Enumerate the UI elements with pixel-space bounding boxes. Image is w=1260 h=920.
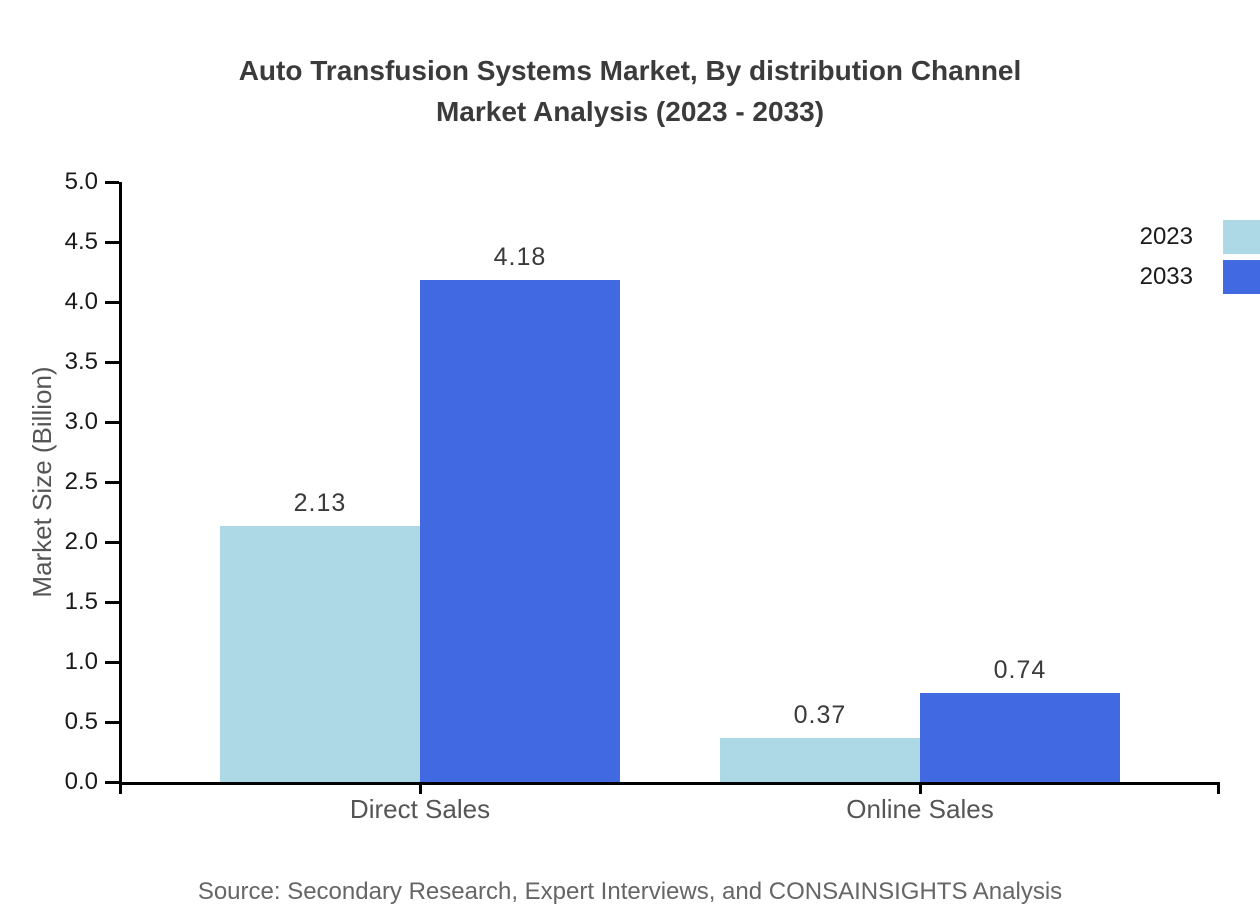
bar-2023-online-sales — [720, 738, 920, 782]
y-tick-label: 1.0 — [64, 648, 98, 675]
bar-2033-direct-sales — [420, 280, 620, 782]
y-tick-mark — [105, 600, 119, 604]
legend-label-2033: 2033 — [1139, 263, 1193, 290]
chart-title: Auto Transfusion Systems Market, By dist… — [0, 50, 1260, 132]
y-tick-mark — [105, 660, 119, 664]
y-tick-mark — [105, 300, 119, 304]
y-tick-mark — [105, 360, 119, 364]
y-tick-label: 2.5 — [64, 468, 98, 495]
x-axis-spine — [119, 782, 1220, 785]
bar-value-label: 2.13 — [293, 489, 347, 517]
y-tick-label: 3.5 — [64, 348, 98, 375]
bar-2023-direct-sales — [220, 526, 420, 782]
plot-area: 5.0 4.5 4.0 3.5 3.0 2.5 2.0 1.5 1.0 0.5 0.0 2.13 0.3… — [65, 168, 1220, 824]
chart-title-line1: Auto Transfusion Systems Market, By dist… — [238, 55, 1022, 86]
x-axis-end-tick — [1217, 782, 1220, 794]
y-tick-label: 1.5 — [64, 588, 98, 615]
legend-swatch-2023 — [1223, 220, 1260, 254]
y-tick-label: 0.5 — [64, 708, 98, 735]
category-tick — [418, 782, 422, 794]
chart-title-line2: Market Analysis (2023 - 2033) — [435, 96, 825, 127]
y-tick-mark — [105, 780, 119, 784]
y-axis-spine — [119, 182, 122, 793]
y-tick-label: 4.0 — [64, 288, 98, 315]
y-tick-mark — [105, 480, 119, 484]
legend-swatch-2033 — [1223, 260, 1260, 294]
category-label-direct-sales: Direct Sales — [349, 794, 491, 824]
x-axis-end-tick — [119, 782, 122, 794]
legend-item-2033: 2033 — [1093, 259, 1260, 295]
source-note: Source: Secondary Research, Expert Inter… — [197, 878, 1063, 905]
legend-label-2023: 2023 — [1139, 223, 1193, 250]
y-tick-mark — [105, 180, 119, 184]
bar-value-label: 0.37 — [793, 701, 847, 729]
y-tick-mark — [105, 540, 119, 544]
category-tick — [918, 782, 922, 794]
y-tick-label: 0.0 — [64, 768, 98, 795]
bar-value-label: 4.18 — [493, 243, 547, 271]
bar-value-label: 0.74 — [993, 656, 1047, 684]
legend-item-2023: 2023 — [1093, 219, 1260, 255]
y-tick-label: 4.5 — [64, 228, 98, 255]
y-tick-mark — [105, 420, 119, 424]
y-tick-label: 3.0 — [64, 408, 98, 435]
bar-2033-online-sales — [920, 693, 1120, 782]
category-label-online-sales: Online Sales — [846, 794, 994, 824]
y-tick-mark — [105, 240, 119, 244]
y-tick-label: 5.0 — [64, 168, 98, 195]
y-tick-mark — [105, 720, 119, 724]
y-tick-label: 2.0 — [64, 528, 98, 555]
